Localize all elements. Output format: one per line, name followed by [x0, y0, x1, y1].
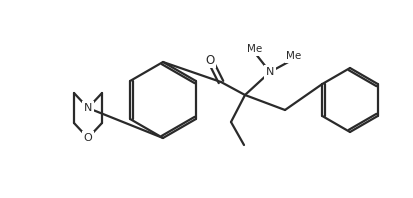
- Text: N: N: [265, 67, 273, 77]
- Text: Me: Me: [247, 44, 262, 54]
- Text: N: N: [83, 103, 92, 113]
- Text: Me: Me: [286, 51, 301, 61]
- Text: O: O: [83, 133, 92, 143]
- Text: O: O: [205, 53, 214, 67]
